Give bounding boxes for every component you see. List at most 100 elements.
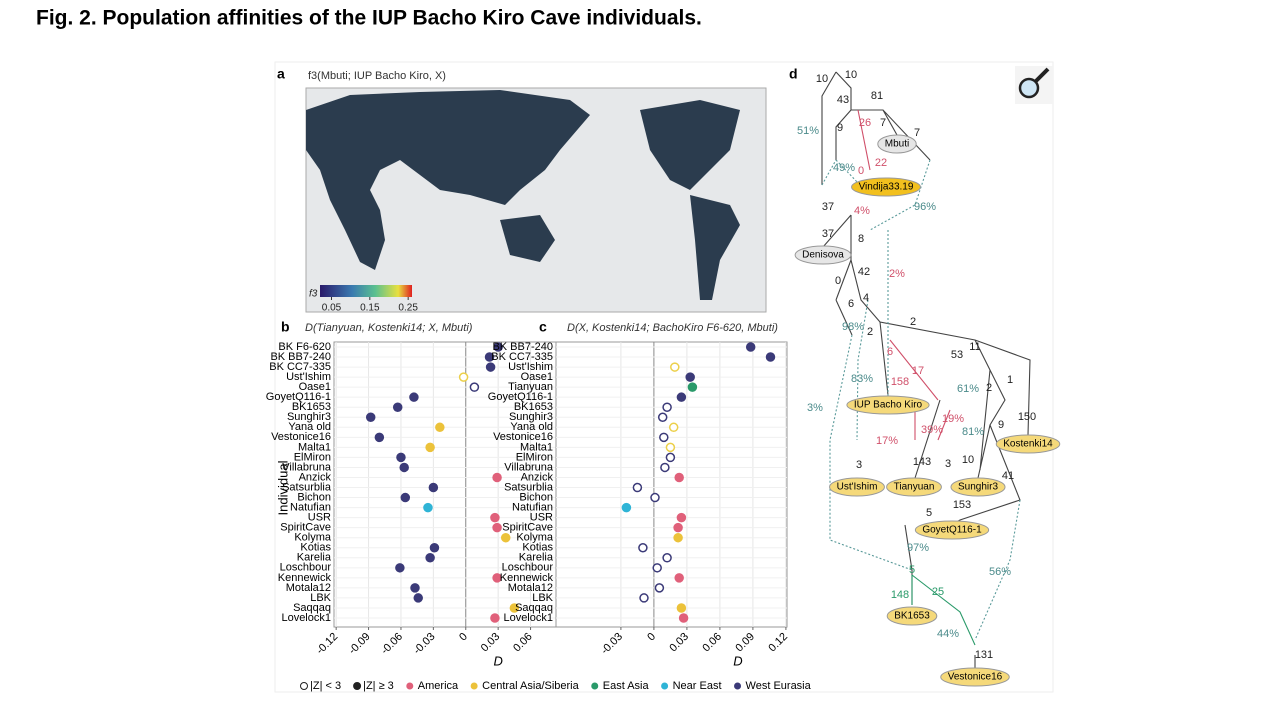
edge-label: 6 xyxy=(887,346,893,358)
data-point xyxy=(500,532,511,543)
y-tick-label: BK F6-620 xyxy=(278,341,331,353)
edge-label: 8 xyxy=(858,233,864,245)
y-tick-label: BK CC7-335 xyxy=(491,351,553,363)
data-point xyxy=(458,372,469,382)
data-point xyxy=(621,502,632,513)
chart-title: D(Tianyuan, Kostenki14; X, Mbuti) xyxy=(305,322,473,334)
y-tick-label: Motala12 xyxy=(508,582,553,594)
y-tick-label: Kotias xyxy=(300,542,331,554)
edge-label: 4% xyxy=(854,205,870,217)
edge-label: 26 xyxy=(859,117,871,129)
data-point xyxy=(665,442,676,453)
node-label: GoyetQ116-1 xyxy=(922,525,982,536)
data-point xyxy=(745,342,756,352)
edge-label: 3 xyxy=(945,458,951,470)
y-tick-label: Satsurblia xyxy=(504,481,554,493)
y-tick-label: Sunghir3 xyxy=(287,411,331,423)
edge-label: 81 xyxy=(871,90,883,102)
node xyxy=(940,667,1010,687)
legend-label: Near East xyxy=(673,680,722,692)
node xyxy=(877,134,917,154)
y-tick-label: Lovelock1 xyxy=(503,612,553,624)
x-axis-label: D xyxy=(733,653,742,668)
data-point xyxy=(652,563,662,573)
colorbar: f3 0.05 0.15 0.25 xyxy=(309,285,418,314)
edge-label: 98% xyxy=(842,321,864,333)
tree-branch xyxy=(821,71,1031,668)
data-point xyxy=(484,352,495,362)
data-point xyxy=(413,593,423,603)
node-label: Vestonice16 xyxy=(948,672,1003,683)
tick-label: 0.25 xyxy=(398,303,418,314)
data-point xyxy=(492,472,502,483)
data-point xyxy=(662,402,672,412)
edge-label: 1 xyxy=(1007,374,1013,386)
data-point xyxy=(673,522,683,533)
edge-label: 7 xyxy=(880,117,886,129)
y-tick-label: Vestonice16 xyxy=(271,431,331,443)
y-tick-label: Vestonice16 xyxy=(493,431,553,443)
edge-label: 61% xyxy=(957,383,979,395)
data-point xyxy=(657,412,668,423)
edge-label: 2 xyxy=(910,316,916,328)
y-tick-label: LBK xyxy=(532,592,553,604)
edge-label: 49% xyxy=(833,162,855,174)
data-point xyxy=(639,593,649,603)
node-label: IUP Bacho Kiro xyxy=(854,400,923,411)
y-tick-label: Malta1 xyxy=(520,441,553,453)
edge-label: 97% xyxy=(907,542,929,554)
edge-label: 44% xyxy=(937,628,959,640)
data-point xyxy=(685,372,695,382)
legend-symbol xyxy=(353,682,362,690)
land xyxy=(306,90,590,270)
tick-label: 0.15 xyxy=(360,303,380,314)
edge-label: 22 xyxy=(875,157,887,169)
data-point xyxy=(374,432,385,443)
data-point xyxy=(399,462,409,473)
edge-label: 41 xyxy=(1002,470,1014,482)
node-label: Mbuti xyxy=(885,139,909,150)
edge-label: 9 xyxy=(998,419,1004,431)
edge-label: 4 xyxy=(863,292,869,304)
edge-label: 2 xyxy=(986,382,992,394)
data-point xyxy=(654,583,665,593)
edge-label: 6 xyxy=(848,298,854,310)
y-tick-label: Anzick xyxy=(521,471,554,483)
node-label: Tianyuan xyxy=(894,482,935,493)
legend-label: |Z| < 3 xyxy=(310,680,341,692)
land xyxy=(640,100,740,190)
data-point xyxy=(650,492,660,503)
legend-symbol xyxy=(734,682,742,690)
data-point xyxy=(365,412,376,423)
data-point xyxy=(676,392,687,402)
edge-label: 143 xyxy=(913,456,931,468)
data-point xyxy=(469,382,480,392)
edge-label: 5 xyxy=(909,564,915,576)
icon[interactable] xyxy=(1018,77,1040,99)
y-tick-label: LBK xyxy=(310,592,331,604)
node-label: Ust'Ishim xyxy=(837,482,878,493)
icon[interactable] xyxy=(1034,67,1050,83)
panel-d: d Mbuti Vindija33.19 Denisova IUP Bacho Kir… xyxy=(789,66,1061,687)
magnifier-button[interactable] xyxy=(1015,66,1053,104)
data-point xyxy=(409,392,419,402)
node-label: Kostenki14 xyxy=(1003,439,1053,450)
node-label: BK1653 xyxy=(894,611,930,622)
edge-label: 43 xyxy=(837,94,849,106)
data-point xyxy=(492,522,502,533)
panel-label: b xyxy=(281,319,290,335)
admixture-edge xyxy=(821,159,1021,641)
y-tick-label: Oase1 xyxy=(521,371,553,383)
y-tick-label: Loschbour xyxy=(280,562,332,574)
legend-label: East Asia xyxy=(603,680,650,692)
y-tick-label: Bichon xyxy=(519,491,553,503)
data-point xyxy=(396,452,406,463)
edge-label: 7 xyxy=(914,127,920,139)
edge-label: 81% xyxy=(962,426,984,438)
data-point xyxy=(659,432,669,443)
map xyxy=(305,87,767,313)
edge-label: 9 xyxy=(837,122,843,134)
data-point xyxy=(395,563,405,573)
y-axis-label: Individual xyxy=(275,460,290,515)
